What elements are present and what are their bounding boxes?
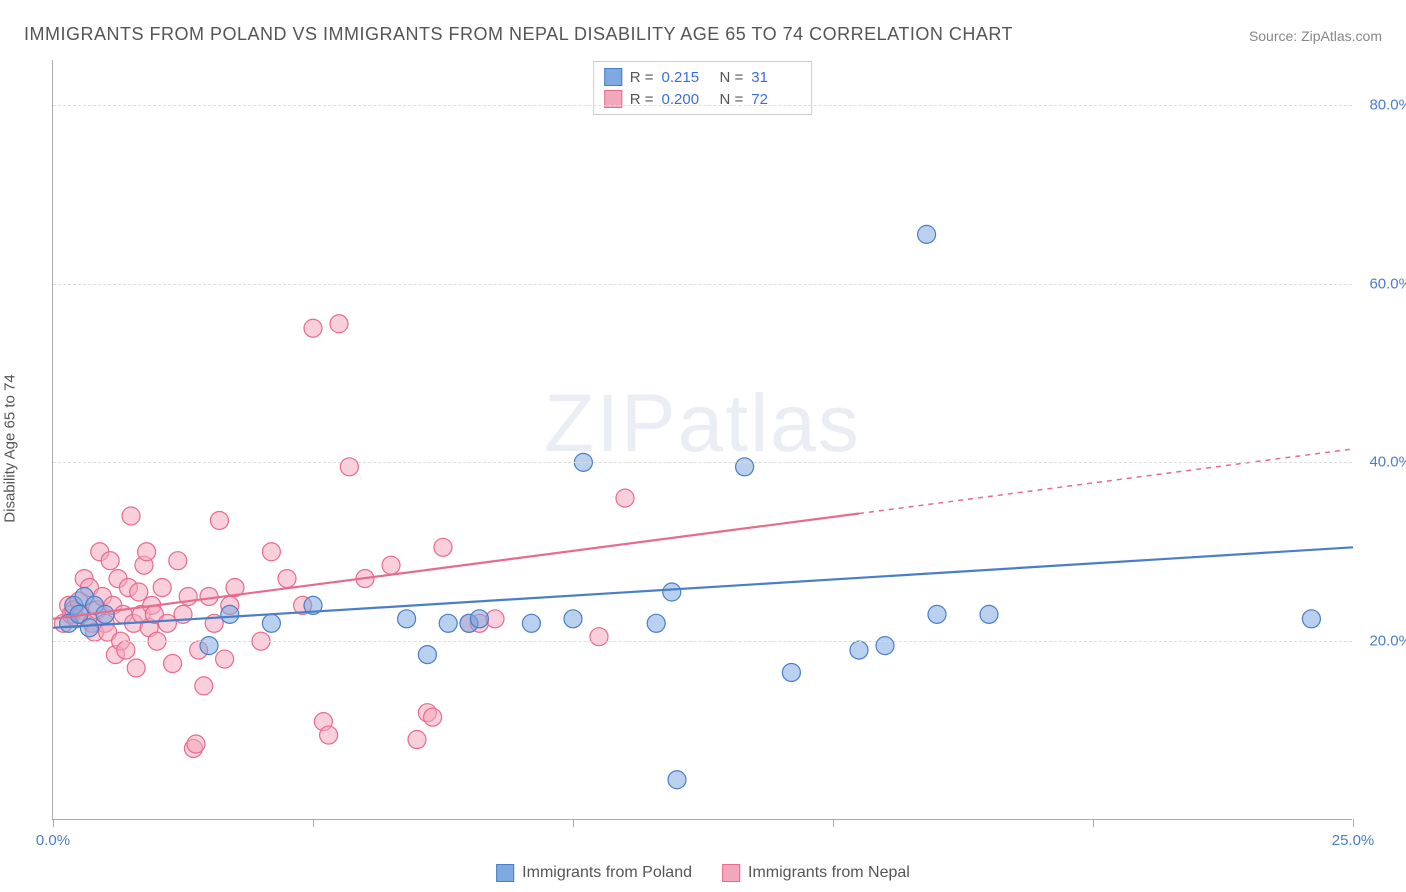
x-tick <box>1353 819 1354 827</box>
scatter-point <box>200 587 218 605</box>
scatter-point <box>278 570 296 588</box>
source-attribution: Source: ZipAtlas.com <box>1249 28 1382 44</box>
r-value: 0.215 <box>662 69 712 86</box>
x-tick <box>53 819 54 827</box>
chart-title: IMMIGRANTS FROM POLAND VS IMMIGRANTS FRO… <box>24 24 1013 45</box>
y-tick-label: 80.0% <box>1357 96 1406 113</box>
scatter-point <box>187 735 205 753</box>
r-label: R = <box>630 69 654 86</box>
legend-item: Immigrants from Poland <box>496 864 692 882</box>
scatter-point <box>418 646 436 664</box>
scatter-point <box>564 610 582 628</box>
scatter-point <box>153 579 171 597</box>
scatter-point <box>340 458 358 476</box>
plot-area: ZIPatlas R =0.215N =31R =0.200N =72 20.0… <box>52 60 1352 820</box>
correlation-legend-box: R = 0.215 N = 31 R =0.200N =72 <box>593 61 813 115</box>
x-tick <box>313 819 314 827</box>
scatter-point <box>195 677 213 695</box>
x-tick <box>833 819 834 827</box>
scatter-point <box>590 628 608 646</box>
scatter-point <box>382 556 400 574</box>
scatter-point <box>980 605 998 623</box>
legend-label: Immigrants from Poland <box>522 864 692 882</box>
scatter-point <box>101 552 119 570</box>
scatter-point <box>876 637 894 655</box>
legend-swatch <box>722 864 740 882</box>
scatter-point <box>127 659 145 677</box>
scatter-point <box>117 641 135 659</box>
scatter-point <box>320 726 338 744</box>
n-label: N = <box>720 69 744 86</box>
y-tick-label: 40.0% <box>1357 454 1406 471</box>
chart-svg <box>53 60 1352 819</box>
scatter-point <box>663 583 681 601</box>
y-tick-label: 20.0% <box>1357 633 1406 650</box>
y-tick-label: 60.0% <box>1357 275 1406 292</box>
scatter-point <box>918 225 936 243</box>
scatter-point <box>330 315 348 333</box>
scatter-point <box>408 731 426 749</box>
scatter-point <box>850 641 868 659</box>
scatter-point <box>262 543 280 561</box>
scatter-point <box>210 511 228 529</box>
scatter-point <box>782 663 800 681</box>
x-tick <box>1093 819 1094 827</box>
scatter-point <box>80 619 98 637</box>
n-value: 31 <box>751 69 801 86</box>
legend-swatch <box>604 68 622 86</box>
series-legend: Immigrants from Poland Immigrants from Ne… <box>496 864 910 882</box>
scatter-point <box>470 610 488 628</box>
scatter-point <box>200 637 218 655</box>
legend-label: Immigrants from Nepal <box>748 864 910 882</box>
scatter-point <box>158 614 176 632</box>
legend-row: R = 0.215 N = 31 <box>604 66 802 88</box>
legend-row: R =0.200N =72 <box>604 88 802 110</box>
scatter-point <box>96 605 114 623</box>
x-tick-label-left: 0.0% <box>36 832 70 849</box>
scatter-point <box>439 614 457 632</box>
scatter-point <box>928 605 946 623</box>
scatter-point <box>1302 610 1320 628</box>
scatter-point <box>122 507 140 525</box>
y-axis-label: Disability Age 65 to 74 <box>2 374 19 522</box>
scatter-point <box>398 610 416 628</box>
gridline <box>53 284 1352 285</box>
scatter-point <box>304 319 322 337</box>
trend-line <box>53 547 1353 627</box>
scatter-point <box>668 771 686 789</box>
scatter-point <box>130 583 148 601</box>
scatter-point <box>736 458 754 476</box>
scatter-point <box>522 614 540 632</box>
gridline <box>53 105 1352 106</box>
gridline <box>53 462 1352 463</box>
scatter-point <box>647 614 665 632</box>
legend-swatch <box>496 864 514 882</box>
gridline <box>53 641 1352 642</box>
x-tick <box>573 819 574 827</box>
scatter-point <box>434 538 452 556</box>
scatter-point <box>262 614 280 632</box>
trend-line-dashed <box>859 449 1353 514</box>
scatter-point <box>424 708 442 726</box>
scatter-point <box>221 605 239 623</box>
scatter-point <box>216 650 234 668</box>
x-tick-label-right: 25.0% <box>1332 832 1375 849</box>
scatter-point <box>164 655 182 673</box>
scatter-point <box>616 489 634 507</box>
scatter-point <box>138 543 156 561</box>
legend-item: Immigrants from Nepal <box>722 864 910 882</box>
scatter-point <box>169 552 187 570</box>
